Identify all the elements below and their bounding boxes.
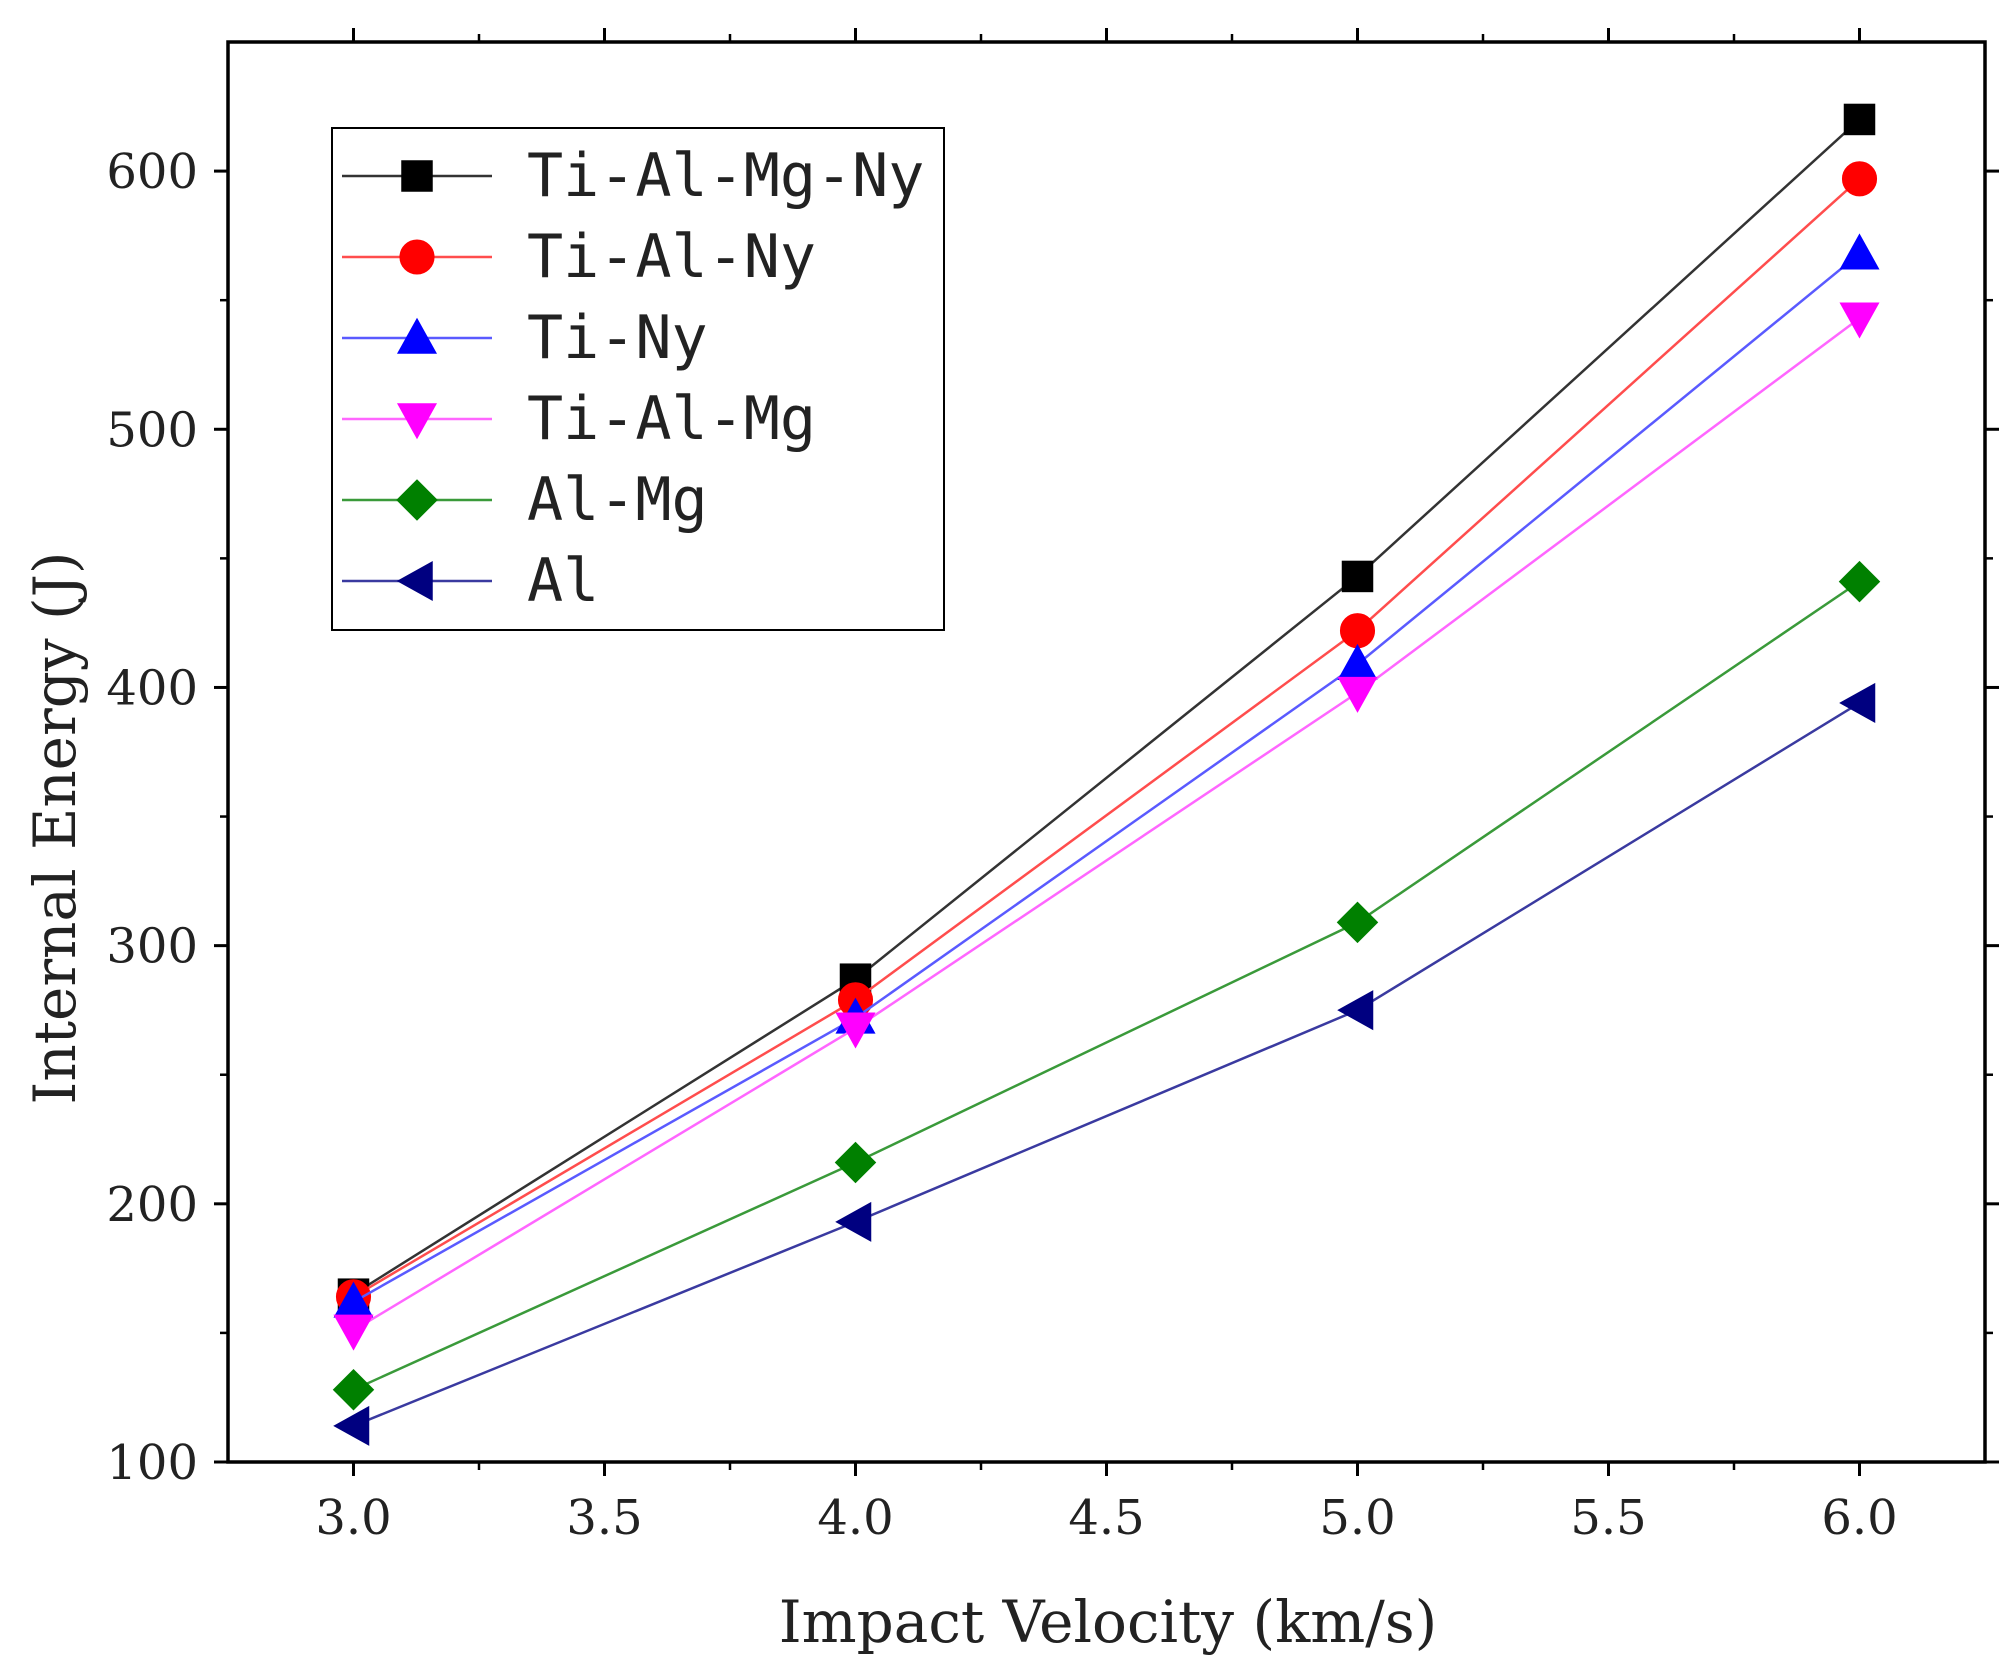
data-point [1843,103,1876,136]
y-tick-label: 300 [106,919,198,975]
data-point [1337,643,1378,680]
legend-marker [399,239,435,275]
data-point [1336,901,1379,944]
x-tick-label: 4.0 [817,1490,893,1546]
data-series [332,103,1881,1446]
data-point [1841,161,1878,197]
y-tick-label: 200 [106,1177,198,1233]
legend-label: Ti-Al-Ny [527,222,816,292]
legend-marker [401,160,433,192]
legend-entry: Ti-Al-Mg [342,384,816,454]
x-tick-label: 3.0 [315,1490,391,1546]
legend-marker [396,403,438,440]
legend-marker [396,560,433,602]
x-tick-label: 5.0 [1319,1490,1395,1546]
x-tick-label: 4.5 [1068,1490,1144,1546]
data-point [834,1141,877,1184]
legend-entry: Al-Mg [342,465,708,535]
series-Al-Mg [332,560,1881,1411]
y-axis-title: Internal Energy (J) [21,551,89,1104]
legend-entry: Ti-Ny [342,303,708,373]
data-point [835,1201,872,1242]
data-point [1838,560,1881,603]
x-tick-label: 5.5 [1570,1490,1646,1546]
legend-marker [396,479,438,521]
series-line [352,580,1861,1391]
legend-marker [396,317,438,354]
y-tick-label: 600 [106,144,198,200]
data-point [1339,613,1376,649]
legend-entry: Ti-Al-Mg-Ny [342,141,924,211]
series-line [352,177,1861,1298]
y-tick-label: 100 [106,1435,198,1491]
legend-label: Al-Mg [527,465,708,535]
x-axis-title: Impact Velocity (km/s) [779,1588,1437,1656]
data-point [1341,560,1374,593]
legend-label: Ti-Ny [527,303,708,373]
legend-label: Ti-Al-Mg-Ny [527,141,924,211]
axis-tick-labels: 3.0 3.5 4.0 4.5 5.0 5.5 6.0 100 200 300 400 500 600 [106,144,1897,1546]
data-point [1337,990,1374,1031]
legend-entry: Al [342,546,599,616]
series-line [352,118,1861,1296]
data-point [332,1368,375,1411]
series-Al [333,682,1876,1446]
legend-box [331,127,945,631]
x-tick-label: 3.5 [566,1490,642,1546]
data-point [1839,682,1876,723]
series-line [353,701,1861,1428]
data-point [333,1405,370,1446]
legend: Ti-Al-Mg-Ny Ti-Al-Ny Ti-Ny Ti-Al-Mg Al-Mg Al [331,127,945,631]
y-tick-label: 500 [106,402,198,458]
data-point [1839,302,1880,339]
axis-ticks [214,28,1999,1476]
legend-label: Al [527,546,599,616]
series-line [352,252,1861,1304]
y-tick-label: 400 [106,660,198,716]
data-point [1337,676,1378,713]
series-Ti-Al-Mg [333,302,1880,1351]
data-point [835,1012,876,1049]
series-line [352,317,1861,1332]
legend-entry: Ti-Al-Ny [342,222,816,292]
data-point [1839,233,1880,270]
x-tick-label: 6.0 [1821,1490,1897,1546]
data-point [333,1314,374,1351]
legend-label: Ti-Al-Mg [527,384,816,454]
